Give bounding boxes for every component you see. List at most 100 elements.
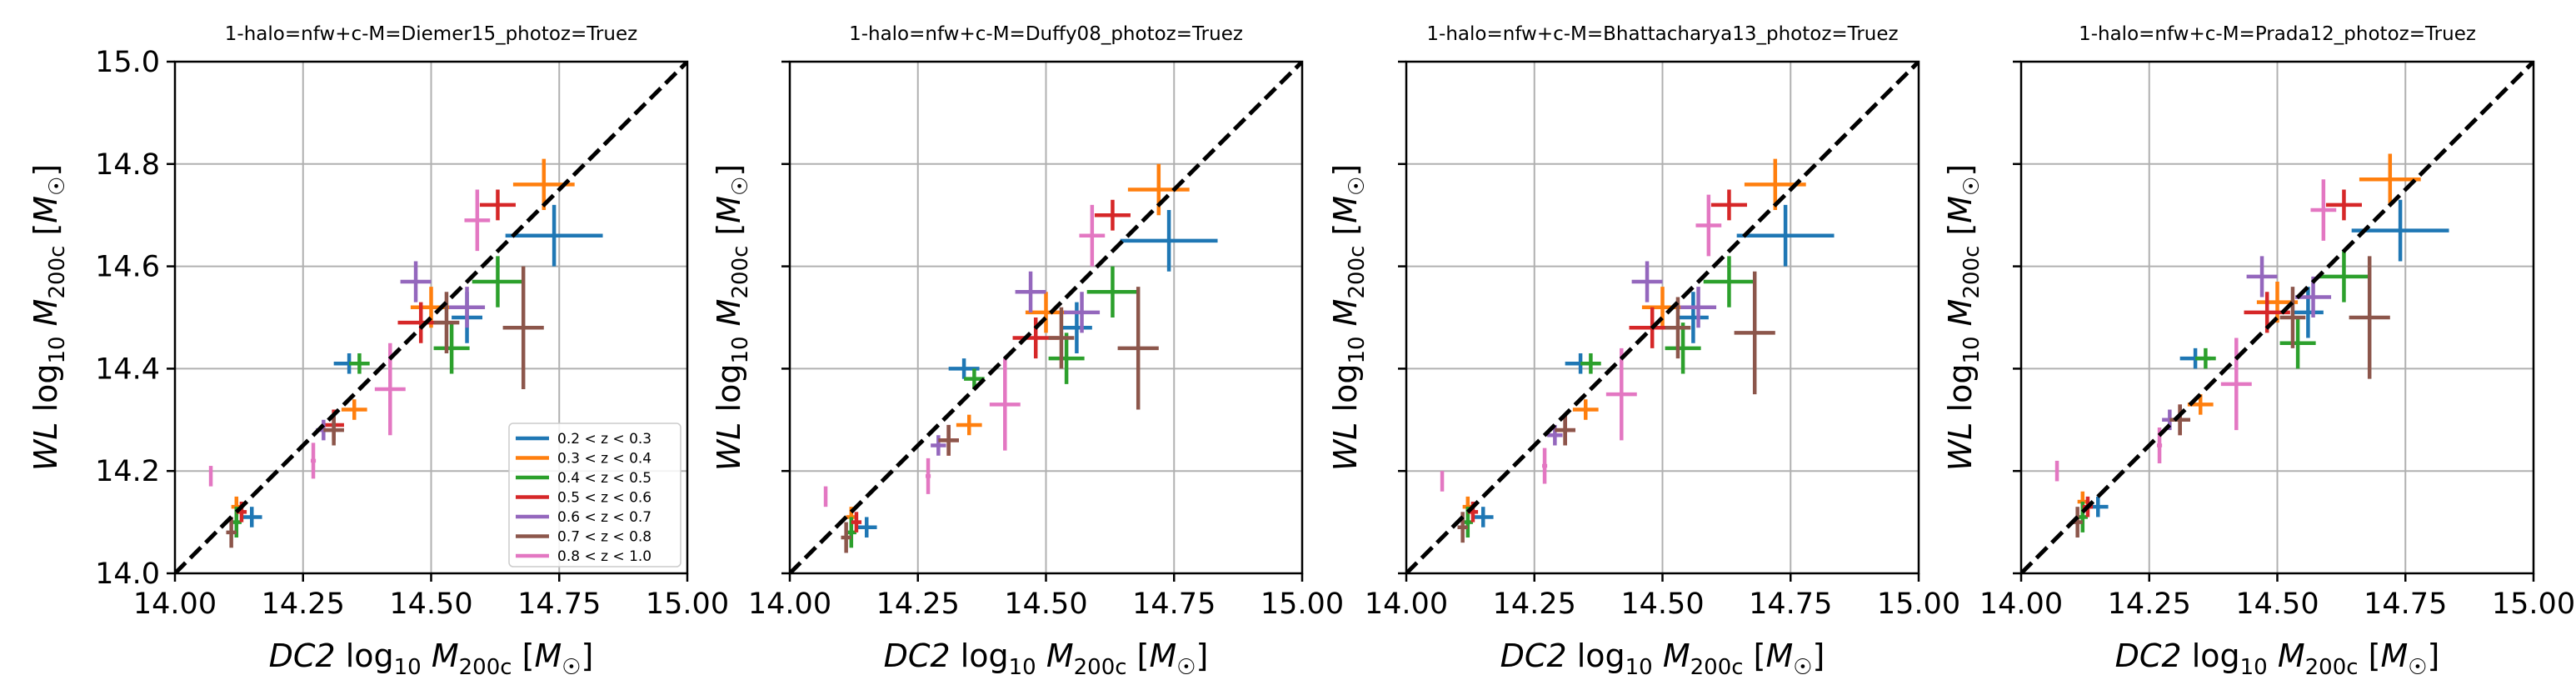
- chart-title: 1-halo=nfw+c-M=Bhattacharya13_photoz=Tru…: [1426, 23, 1898, 45]
- chart-panel-3: 1-halo=nfw+c-M=Bhattacharya13_photoz=Tru…: [1327, 23, 1960, 680]
- legend-box: [508, 422, 681, 568]
- errorbar-point: [449, 287, 486, 328]
- errorbar-point: [851, 512, 862, 532]
- legend: 0.2 < z < 0.3 0.3 < z < 0.4 0.4 < z < 0.5 0…: [508, 422, 681, 568]
- x-tick-label: 14.00: [133, 588, 217, 621]
- errorbar-point: [1440, 471, 1445, 492]
- legend-entry: 0.6 < z < 0.7: [557, 509, 651, 526]
- errorbar-point: [989, 358, 1021, 451]
- errorbar-point: [2220, 338, 2252, 431]
- errorbar-point: [1079, 204, 1106, 267]
- chart-title: 1-halo=nfw+c-M=Duffy08_photoz=Truez: [849, 23, 1243, 45]
- errorbar-point: [1094, 199, 1131, 231]
- chart-title: 1-halo=nfw+c-M=Diemer15_photoz=Truez: [225, 23, 637, 45]
- errorbar-point: [2295, 276, 2332, 318]
- x-tick-label: 15.00: [1261, 588, 1344, 621]
- errorbar-point: [856, 517, 877, 538]
- y-axis-label: WL log10 M200c [M☉]: [1942, 164, 1984, 472]
- chart-title: 1-halo=nfw+c-M=Prada12_photoz=Truez: [2079, 23, 2476, 45]
- errorbar-point: [1127, 163, 1190, 216]
- errorbar-point: [1665, 297, 1691, 359]
- identity-line: [1406, 62, 1919, 573]
- errorbar-point: [464, 189, 491, 252]
- errorbar-point: [479, 189, 516, 221]
- errorbar-point: [1703, 256, 1755, 308]
- x-axis-label: DC2 log10 M200c [M☉]: [1500, 638, 1825, 680]
- chart-panel-1: 1-halo=nfw+c-M=Diemer15_photoz=Truez 14.0…: [27, 23, 729, 680]
- errorbar-point: [1472, 507, 1494, 528]
- legend-entry: 0.4 < z < 0.5: [557, 470, 651, 487]
- errorbar-point: [2349, 256, 2390, 379]
- x-tick-label: 14.75: [1132, 588, 1216, 621]
- errorbar-point: [1555, 414, 1575, 446]
- data-marks: [790, 62, 1302, 573]
- errorbar-point: [1605, 348, 1637, 441]
- errorbar-point: [1120, 210, 1218, 272]
- errorbar-point: [2246, 256, 2278, 298]
- errorbar-point: [1710, 189, 1747, 221]
- y-tick-label: 14.8: [95, 148, 160, 182]
- errorbar-point: [1680, 287, 1717, 328]
- errorbar-point: [931, 435, 946, 456]
- errorbar-point: [1117, 287, 1159, 410]
- errorbar-point: [1734, 271, 1775, 395]
- legend-entry: 0.2 < z < 0.3: [557, 431, 651, 448]
- x-tick-label: 14.00: [1365, 588, 1448, 621]
- identity-line: [790, 62, 1302, 573]
- errorbar-point: [2195, 348, 2216, 369]
- errorbar-point: [341, 399, 367, 420]
- data-marks: [175, 62, 687, 573]
- errorbar-point: [226, 517, 237, 548]
- errorbar-point: [349, 352, 370, 374]
- y-tick-label: 14.4: [95, 352, 160, 386]
- y-tick-label: 15.0: [95, 46, 160, 79]
- x-tick-label: 14.75: [1749, 588, 1832, 621]
- errorbar-point: [310, 442, 317, 479]
- x-tick-label: 15.00: [2492, 588, 2575, 621]
- errorbar-point: [472, 256, 524, 308]
- x-tick-label: 14.00: [748, 588, 831, 621]
- errorbar-point: [400, 261, 432, 302]
- errorbar-point: [1631, 261, 1663, 302]
- errorbar-point: [823, 486, 828, 508]
- errorbar-point: [1665, 322, 1701, 374]
- errorbar-point: [2318, 251, 2370, 302]
- y-tick-label: 14.0: [95, 558, 160, 591]
- errorbar-point: [241, 507, 262, 528]
- identity-line: [2021, 62, 2534, 573]
- errorbar-point: [964, 368, 985, 389]
- errorbar-point: [1541, 448, 1548, 484]
- errorbar-point: [1572, 399, 1599, 420]
- errorbar-point: [1677, 292, 1709, 343]
- y-tick-label: 14.6: [95, 251, 160, 284]
- errorbar-point: [208, 466, 213, 487]
- x-axis-label: DC2 log10 M200c [M☉]: [2115, 638, 2440, 680]
- y-axis-label: WL log10 M200c [M☉]: [711, 164, 753, 472]
- y-axis-label: WL log10 M200c [M☉]: [27, 164, 70, 472]
- legend-entry: 0.5 < z < 0.6: [557, 490, 651, 507]
- errorbar-point: [1736, 204, 1835, 267]
- errorbar-point: [1015, 271, 1046, 312]
- identity-line: [175, 62, 687, 573]
- errorbar-point: [2359, 153, 2421, 205]
- x-tick-label: 14.25: [1493, 588, 1576, 621]
- errorbar-point: [505, 204, 603, 267]
- x-tick-label: 14.75: [2364, 588, 2447, 621]
- errorbar-point: [2279, 318, 2316, 369]
- errorbar-point: [2351, 199, 2449, 262]
- legend-entry: 0.7 < z < 0.8: [557, 529, 651, 546]
- legend-entry: 0.3 < z < 0.4: [557, 451, 651, 468]
- errorbar-point: [323, 414, 344, 446]
- x-tick-label: 14.75: [517, 588, 601, 621]
- x-tick-label: 14.00: [1979, 588, 2063, 621]
- errorbar-point: [956, 414, 982, 436]
- x-tick-label: 14.50: [1620, 588, 1704, 621]
- errorbar-point: [502, 266, 544, 389]
- errorbar-point: [1086, 266, 1139, 318]
- errorbar-point: [2054, 460, 2059, 482]
- data-marks: [1406, 62, 1919, 573]
- chart-panel-2: 1-halo=nfw+c-M=Duffy08_photoz=Truez 14.00…: [711, 23, 1344, 680]
- errorbar-point: [1580, 352, 1601, 374]
- legend-entry: 0.8 < z < 1.0: [557, 548, 651, 565]
